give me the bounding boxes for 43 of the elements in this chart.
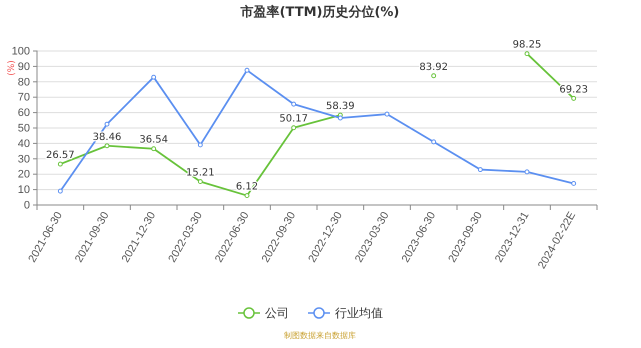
point <box>151 146 156 152</box>
y-axis-title: (%) <box>7 60 17 76</box>
point <box>524 169 530 174</box>
y-tick-label: 60 <box>18 107 30 120</box>
point <box>571 180 576 186</box>
data-label: 58.39 <box>326 101 355 112</box>
y-tick-label: 80 <box>18 76 30 88</box>
point <box>198 179 203 184</box>
point <box>524 51 530 56</box>
point <box>431 139 436 144</box>
y-tick-label: 50 <box>18 122 30 135</box>
point <box>151 74 156 80</box>
point <box>198 142 203 148</box>
y-tick-label: 90 <box>18 60 30 73</box>
point <box>104 122 110 127</box>
point <box>58 162 63 167</box>
legend-label: 行业均值 <box>335 306 383 320</box>
y-tick-label: 0 <box>24 200 30 212</box>
data-label: 98.25 <box>512 40 542 51</box>
point <box>338 116 343 120</box>
point <box>384 112 390 117</box>
point <box>291 102 296 107</box>
data-label: 50.17 <box>279 114 308 125</box>
chart-title: 市盈率(TTM)历史分位(%) <box>240 4 400 20</box>
y-tick-label: 100 <box>12 46 30 58</box>
text: 制图数据来自数据库 <box>284 331 356 340</box>
y-tick-label: 30 <box>18 153 30 166</box>
data-label: 26.57 <box>46 150 75 162</box>
point <box>291 125 296 130</box>
data-label: 83.92 <box>419 62 448 73</box>
point <box>58 188 63 194</box>
point <box>104 143 110 148</box>
legend-label: 公司 <box>265 306 289 320</box>
point <box>571 96 576 101</box>
y-tick-label: 20 <box>18 168 30 181</box>
y-tick-label: 40 <box>18 138 30 150</box>
point <box>431 73 436 78</box>
y-tick-label: 70 <box>18 92 30 104</box>
point <box>244 68 250 73</box>
data-label: 36.54 <box>139 134 168 146</box>
y-tick-label: 10 <box>18 184 30 196</box>
point <box>244 193 250 198</box>
point <box>478 167 483 172</box>
